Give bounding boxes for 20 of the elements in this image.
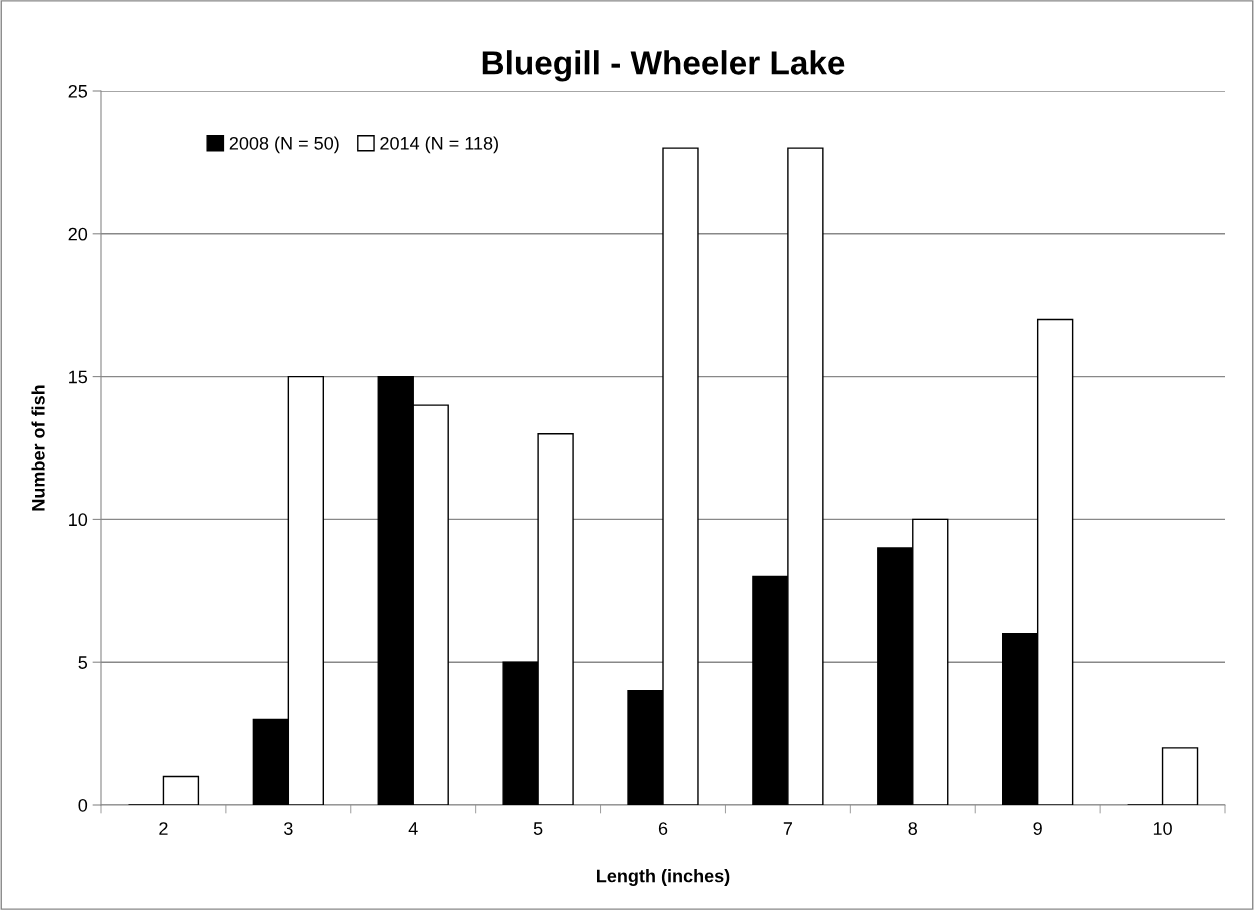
y-tick-label: 15 — [69, 370, 88, 384]
chart-title: Bluegill - Wheeler Lake — [482, 50, 845, 82]
y-tick-label: 5 — [78, 656, 88, 669]
legend-label: 2008 (N = 50) — [229, 136, 339, 154]
x-tick-label: 2 — [159, 822, 168, 835]
y-tick-label: 10 — [69, 513, 88, 527]
x-axis-title: Length (inches) — [597, 869, 730, 886]
legend-label: 2014 (N = 118) — [380, 136, 498, 154]
y-tick-label: 20 — [68, 227, 88, 241]
x-tick-label: 10 — [1153, 822, 1172, 835]
y-tick-label: 25 — [68, 84, 88, 98]
x-tick-label: 4 — [408, 822, 418, 835]
x-tick-label: 6 — [658, 822, 668, 835]
x-tick-label: 9 — [1033, 822, 1042, 835]
x-tick-label: 7 — [783, 822, 792, 835]
y-axis-title: Number of fish — [31, 385, 45, 511]
x-tick-label: 8 — [908, 822, 918, 835]
y-tick-label: 0 — [78, 798, 88, 812]
x-tick-label: 3 — [284, 822, 293, 835]
x-tick-label: 5 — [533, 822, 543, 835]
